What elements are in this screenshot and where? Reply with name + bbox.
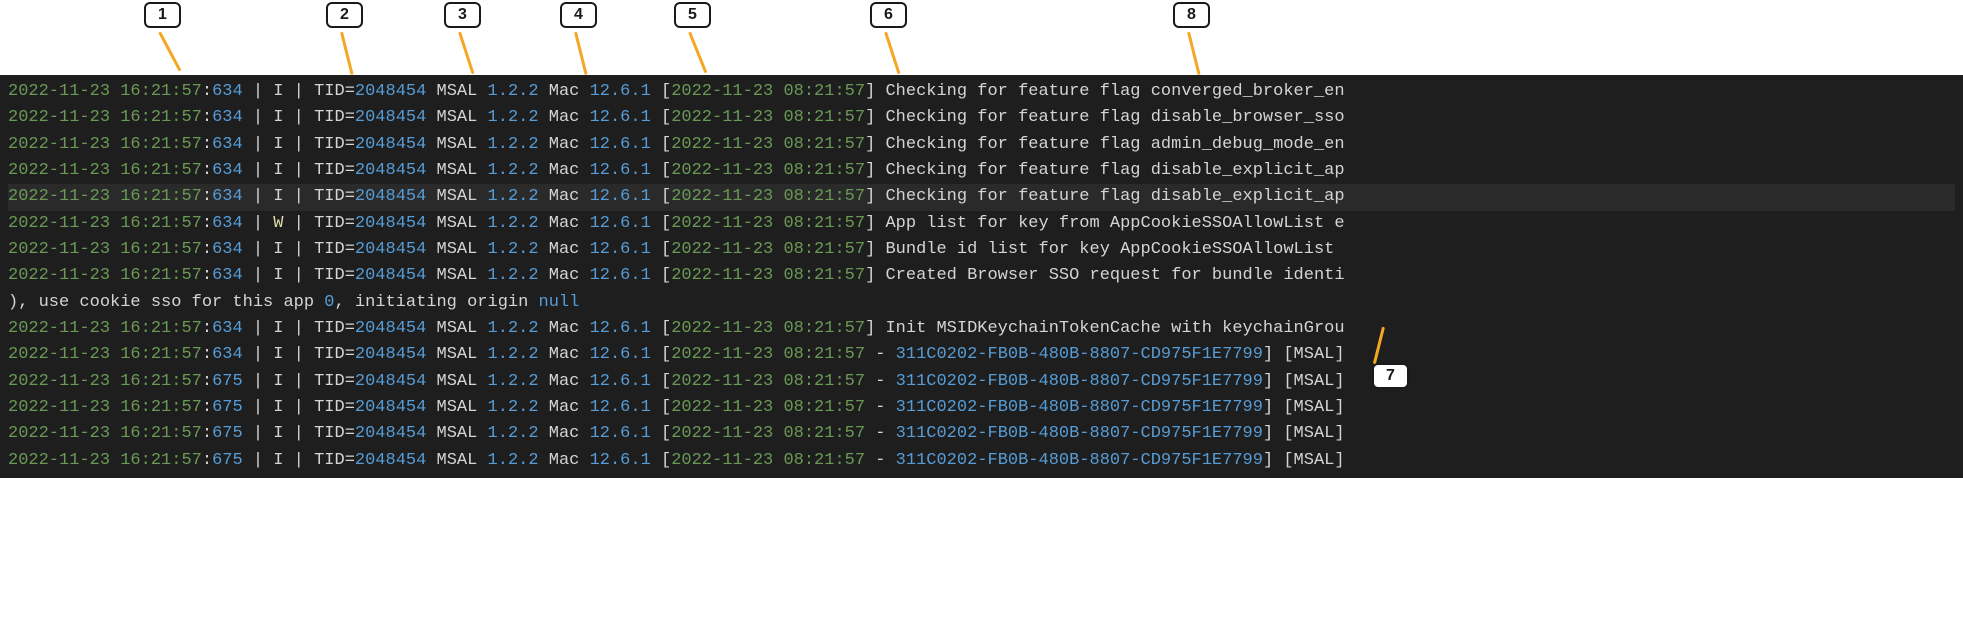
callout-pointer bbox=[1187, 32, 1201, 75]
callout-box: 8 bbox=[1173, 2, 1210, 28]
log-continuation-line: ), use cookie sso for this app 0, initia… bbox=[8, 290, 1955, 316]
callout-6: 6 bbox=[870, 2, 907, 28]
log-line: 2022-11-23 16:21:57:634 | I | TID=204845… bbox=[8, 316, 1955, 342]
log-line: 2022-11-23 16:21:57:675 | I | TID=204845… bbox=[8, 448, 1955, 474]
callout-pointer bbox=[574, 32, 588, 75]
log-line: 2022-11-23 16:21:57:634 | I | TID=204845… bbox=[8, 263, 1955, 289]
log-line: 2022-11-23 16:21:57:634 | W | TID=204845… bbox=[8, 211, 1955, 237]
log-line: 2022-11-23 16:21:57:634 | I | TID=204845… bbox=[8, 184, 1955, 210]
callout-box: 4 bbox=[560, 2, 597, 28]
log-line: 2022-11-23 16:21:57:675 | I | TID=204845… bbox=[8, 421, 1955, 447]
callout-pointer bbox=[340, 32, 354, 75]
callout-pointer bbox=[688, 31, 707, 73]
log-line: 2022-11-23 16:21:57:634 | I | TID=204845… bbox=[8, 79, 1955, 105]
callout-box: 2 bbox=[326, 2, 363, 28]
log-line: 2022-11-23 16:21:57:634 | I | TID=204845… bbox=[8, 132, 1955, 158]
callout-box: 7 bbox=[1372, 363, 1409, 389]
log-line: 2022-11-23 16:21:57:634 | I | TID=204845… bbox=[8, 342, 1955, 368]
callout-pointer bbox=[884, 32, 900, 75]
callout-5: 5 bbox=[674, 2, 711, 28]
callout-box: 6 bbox=[870, 2, 907, 28]
callout-box: 3 bbox=[444, 2, 481, 28]
callout-pointer bbox=[458, 32, 474, 75]
log-line: 2022-11-23 16:21:57:634 | I | TID=204845… bbox=[8, 237, 1955, 263]
log-line: 2022-11-23 16:21:57:675 | I | TID=204845… bbox=[8, 395, 1955, 421]
log-viewer: 2022-11-23 16:21:57:634 | I | TID=204845… bbox=[0, 75, 1963, 478]
callout-4: 4 bbox=[560, 2, 597, 28]
log-line: 2022-11-23 16:21:57:634 | I | TID=204845… bbox=[8, 105, 1955, 131]
log-line: 2022-11-23 16:21:57:675 | I | TID=204845… bbox=[8, 369, 1955, 395]
callout-1: 1 bbox=[144, 2, 181, 28]
callout-7: 7 bbox=[1372, 363, 1409, 389]
callout-2: 2 bbox=[326, 2, 363, 28]
callout-pointer bbox=[158, 31, 181, 71]
log-line: 2022-11-23 16:21:57:634 | I | TID=204845… bbox=[8, 158, 1955, 184]
callout-box: 5 bbox=[674, 2, 711, 28]
callout-8: 8 bbox=[1173, 2, 1210, 28]
callout-annotations: 1 2 3 4 5 6 8 bbox=[0, 0, 1963, 75]
callout-3: 3 bbox=[444, 2, 481, 28]
callout-box: 1 bbox=[144, 2, 181, 28]
